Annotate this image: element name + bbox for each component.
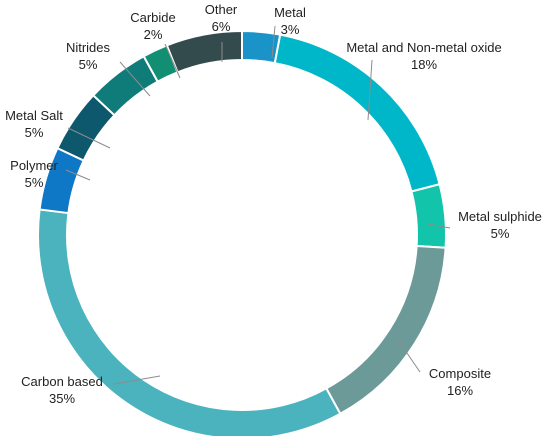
- slice-label: Polymer: [10, 158, 58, 173]
- slice-label: Composite: [429, 366, 491, 381]
- donut-slice-composite: [324, 244, 447, 416]
- leader-line: [427, 223, 451, 229]
- slice-label: Metal sulphide: [458, 209, 542, 224]
- slice-value-label: 5%: [25, 125, 44, 140]
- leader-line: [164, 43, 181, 79]
- slice-label: Carbide: [130, 10, 176, 25]
- slice-value-label: 5%: [491, 226, 510, 241]
- leader-line: [271, 25, 276, 59]
- slice-label: Metal and Non-metal oxide: [346, 40, 501, 55]
- slice-label: Metal Salt: [5, 108, 63, 123]
- leader-line: [367, 59, 373, 121]
- donut-slice-carbon-based: [37, 208, 342, 436]
- leader-line: [113, 375, 161, 385]
- slice-labels: Metal 3% Metal and Non-metal oxide 18% Metal…: [5, 2, 542, 406]
- slice-value-label: 5%: [25, 175, 44, 190]
- donut-slice-other: [165, 29, 243, 74]
- leader-line: [119, 61, 151, 97]
- slice-label: Metal: [274, 5, 306, 20]
- leader-line: [67, 127, 111, 149]
- leader-line: [65, 169, 91, 181]
- slice-label: Other: [205, 2, 238, 17]
- slice-value-label: 18%: [411, 57, 437, 72]
- donut-slices: [37, 29, 447, 436]
- slice-value-label: 3%: [281, 22, 300, 37]
- slice-label: Nitrides: [66, 40, 111, 55]
- donut-slice-metal-sulphide: [410, 183, 447, 249]
- slice-value-label: 16%: [447, 383, 473, 398]
- slice-value-label: 5%: [79, 57, 98, 72]
- slice-value-label: 35%: [49, 391, 75, 406]
- leader-lines: [65, 25, 451, 385]
- slice-value-label: 2%: [144, 27, 163, 42]
- leader-line: [397, 339, 421, 373]
- slice-label: Carbon based: [21, 374, 103, 389]
- slice-value-label: 6%: [212, 19, 231, 34]
